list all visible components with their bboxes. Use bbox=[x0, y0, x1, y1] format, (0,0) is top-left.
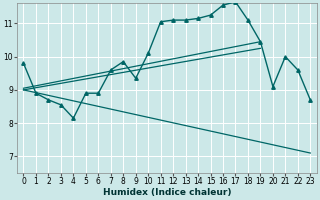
X-axis label: Humidex (Indice chaleur): Humidex (Indice chaleur) bbox=[103, 188, 231, 197]
